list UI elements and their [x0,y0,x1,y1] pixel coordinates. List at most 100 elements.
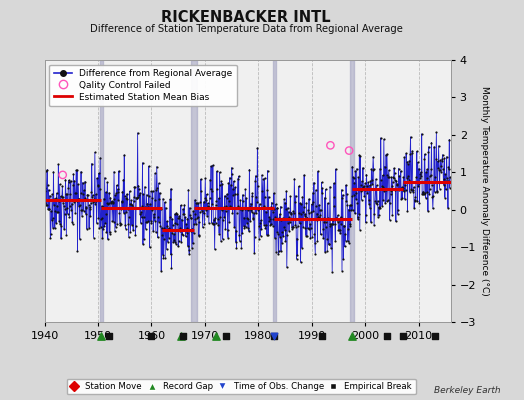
Point [418,131,426,137]
Point [190,221,199,227]
Point [40,188,49,194]
Point [286,193,294,200]
Point [422,169,430,176]
Point [273,205,281,211]
Point [427,139,435,146]
Point [131,232,139,238]
Point [445,184,454,191]
Point [156,190,164,196]
Point [380,136,388,142]
Point [362,172,370,178]
Point [340,223,348,230]
Point [335,226,344,233]
Point [178,231,187,238]
Point [67,178,75,184]
Point [146,218,155,224]
Point [419,189,428,196]
Point [68,201,76,207]
Point [48,217,56,223]
Point [48,191,56,198]
Point [94,182,102,188]
Point [191,216,200,222]
Point [117,206,125,212]
Point [91,201,100,207]
Point [235,238,244,244]
Point [169,222,177,228]
Point [104,201,113,208]
Point [264,194,272,200]
Point [160,224,169,231]
Point [61,206,69,212]
Point [429,205,437,212]
Point [237,245,246,251]
Point [346,220,354,227]
Point [439,152,447,158]
Point [407,134,415,140]
Point [175,215,183,222]
Point [78,207,86,213]
Point [398,195,406,201]
Point [227,203,235,210]
Point [342,198,351,204]
Point [167,265,176,272]
Point [59,172,67,178]
Point [294,223,302,229]
Point [86,213,95,219]
Point [246,204,254,210]
Point [214,216,222,222]
Point [300,212,309,219]
Point [139,191,148,198]
Point [209,162,217,168]
Point [436,157,444,163]
Point [270,235,279,241]
Point [342,182,350,188]
Point [62,191,71,197]
Point [70,198,78,205]
Point [259,203,268,210]
Point [133,195,141,201]
Point [75,236,84,242]
Point [143,219,151,225]
Point [100,222,108,229]
Point [165,225,173,231]
Point [47,208,56,214]
Point [171,210,179,217]
Point [162,246,171,253]
Point [201,194,209,201]
Point [404,161,412,168]
Point [135,186,143,192]
Point [358,178,366,184]
Point [236,197,245,204]
Point [159,195,167,202]
Point [70,178,79,184]
Point [222,202,231,209]
Point [206,186,215,192]
Point [77,168,85,175]
Point [391,187,400,194]
Point [116,219,124,226]
Point [122,209,130,215]
Point [46,192,54,199]
Point [430,144,439,150]
Point [237,205,245,212]
Point [344,206,353,213]
Point [143,192,151,198]
Point [170,237,178,243]
Point [400,154,409,160]
Point [382,152,390,158]
Point [310,179,318,186]
Point [403,173,412,180]
Point [103,179,112,186]
Point [386,200,394,206]
Point [365,182,374,188]
Point [368,167,377,173]
Point [343,191,351,198]
Point [235,173,243,179]
Point [106,230,114,237]
Point [258,172,266,178]
Legend: Station Move, Record Gap, Time of Obs. Change, Empirical Break: Station Move, Record Gap, Time of Obs. C… [67,379,416,394]
Point [78,213,86,219]
Point [158,251,167,258]
Point [414,183,422,189]
Point [166,214,174,221]
